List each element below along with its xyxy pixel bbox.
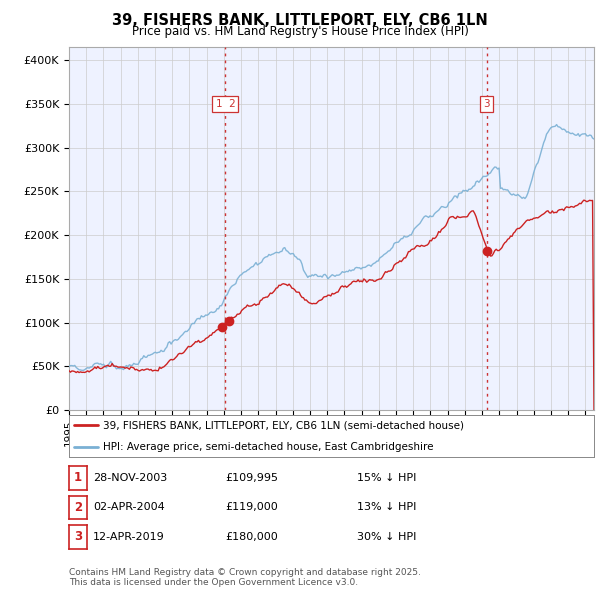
Text: Price paid vs. HM Land Registry's House Price Index (HPI): Price paid vs. HM Land Registry's House … [131, 25, 469, 38]
Text: 1  2: 1 2 [215, 99, 235, 109]
Text: HPI: Average price, semi-detached house, East Cambridgeshire: HPI: Average price, semi-detached house,… [103, 442, 434, 451]
Text: 3: 3 [484, 99, 490, 109]
Text: 02-APR-2004: 02-APR-2004 [93, 503, 165, 512]
Text: £180,000: £180,000 [225, 532, 278, 542]
Text: 2: 2 [74, 501, 82, 514]
Text: 1: 1 [74, 471, 82, 484]
Text: 3: 3 [74, 530, 82, 543]
Text: 28-NOV-2003: 28-NOV-2003 [93, 473, 167, 483]
Text: 39, FISHERS BANK, LITTLEPORT, ELY, CB6 1LN (semi-detached house): 39, FISHERS BANK, LITTLEPORT, ELY, CB6 1… [103, 421, 464, 430]
Text: £109,995: £109,995 [225, 473, 278, 483]
Text: 30% ↓ HPI: 30% ↓ HPI [357, 532, 416, 542]
Text: 39, FISHERS BANK, LITTLEPORT, ELY, CB6 1LN: 39, FISHERS BANK, LITTLEPORT, ELY, CB6 1… [112, 13, 488, 28]
Text: £119,000: £119,000 [225, 503, 278, 512]
Text: 13% ↓ HPI: 13% ↓ HPI [357, 503, 416, 512]
Text: 15% ↓ HPI: 15% ↓ HPI [357, 473, 416, 483]
Text: 12-APR-2019: 12-APR-2019 [93, 532, 165, 542]
Text: Contains HM Land Registry data © Crown copyright and database right 2025.
This d: Contains HM Land Registry data © Crown c… [69, 568, 421, 587]
